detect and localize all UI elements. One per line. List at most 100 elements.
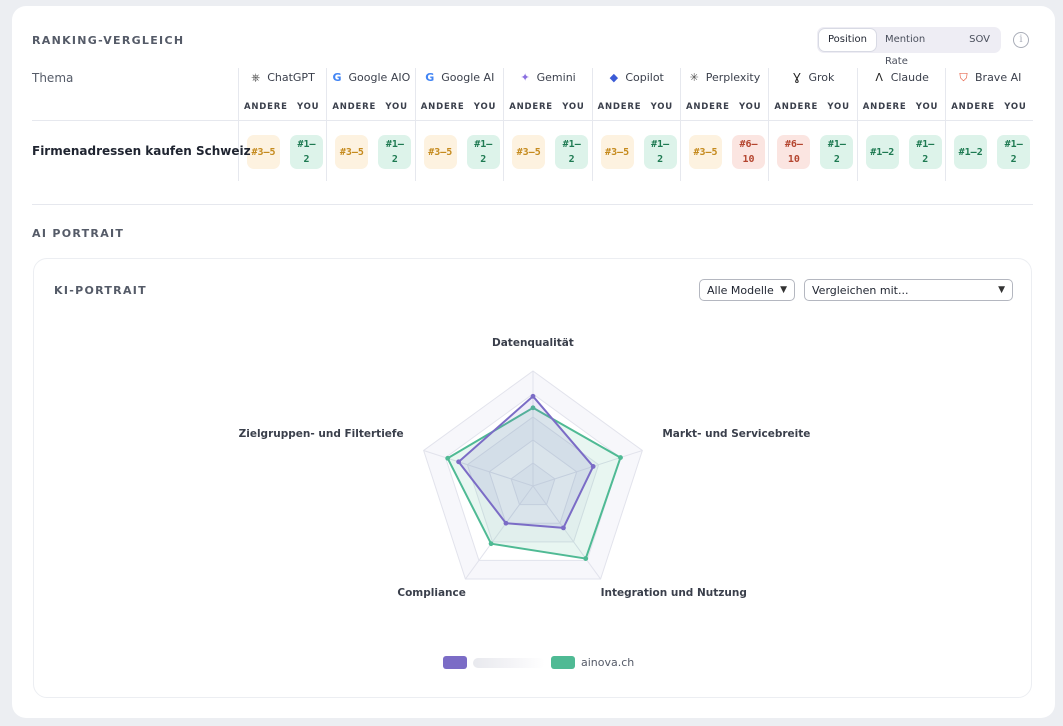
rank-badge-you: #1– 2: [908, 135, 942, 169]
radar-axis-label: Integration und Nutzung: [600, 587, 747, 600]
subheader-other: ANDERE: [244, 102, 288, 112]
subheader-other: ANDERE: [420, 102, 465, 112]
header-divider: [32, 120, 1033, 121]
rank-badge-you: #1– 2: [643, 135, 677, 169]
model-header-perplexity: ✳ Perplexity: [680, 71, 768, 84]
google-icon: G: [332, 71, 342, 84]
ranking-card: RANKING-VERGLEICH Position Mention Rate …: [12, 6, 1055, 718]
subheader-you: YOU: [473, 102, 497, 112]
segment-sov[interactable]: SOV: [969, 34, 990, 45]
radar-point-series-2: [488, 541, 494, 547]
model-header-google-aio: G Google AIO: [326, 71, 414, 84]
ki-portrait-title: KI-PORTRAIT: [54, 284, 147, 297]
model-header-gemini: ✦ Gemini: [503, 71, 591, 84]
subheader-you: YOU: [915, 102, 939, 112]
model-name: Gemini: [536, 71, 576, 84]
model-select-value: Alle Modelle: [707, 283, 774, 297]
rank-badge-you: #1– 2: [997, 135, 1031, 169]
radar-spoke: [423, 449, 534, 487]
google-icon: G: [425, 71, 435, 84]
radar-point-series-2: [618, 455, 623, 460]
model-name: Perplexity: [705, 71, 761, 84]
radar-series-1: [457, 395, 595, 529]
chevron-down-icon: ▼: [998, 285, 1005, 295]
subheader-other: ANDERE: [332, 102, 377, 112]
rank-badge-you: #1– 2: [820, 135, 854, 169]
column-separator: [503, 68, 505, 181]
copilot-icon: ◆: [609, 71, 619, 84]
model-name: Copilot: [625, 71, 664, 84]
rank-badge-other: #6– 10: [777, 135, 811, 169]
model-header-grok: Ɣ Grok: [768, 71, 856, 84]
segment-position[interactable]: Position: [819, 29, 876, 51]
model-name: Google AIO: [348, 71, 411, 84]
model-name: Grok: [808, 71, 835, 84]
radar-chart: [423, 370, 643, 580]
column-separator: [326, 68, 328, 181]
radar-axis-label: Markt- und Servicebreite: [662, 428, 811, 441]
rank-badge-you: #1– 2: [290, 135, 323, 169]
radar-point-series-1: [503, 520, 509, 526]
topic-column-header: Thema: [32, 71, 74, 85]
gemini-sparkle-icon: ✦: [520, 71, 530, 84]
radar-point-series-1: [456, 459, 462, 465]
rank-badge-other: #3–5: [600, 135, 634, 169]
radar-point-series-2: [530, 405, 536, 411]
column-separator: [680, 68, 681, 181]
model-name: ChatGPT: [267, 71, 315, 84]
grok-icon: Ɣ: [793, 71, 801, 84]
brave-lion-icon: ⛉: [959, 71, 968, 84]
model-header-brave-ai: ⛉ Brave AI: [945, 71, 1033, 84]
perplexity-icon: ✳: [689, 71, 699, 84]
column-separator: [414, 68, 416, 181]
subheader-other: ANDERE: [774, 102, 819, 112]
compare-select[interactable]: Vergleichen mit... ▼: [804, 279, 1013, 301]
legend-swatch-series-1: [443, 656, 467, 669]
radar-spoke: [465, 485, 534, 580]
radar-point-series-2: [445, 455, 451, 461]
rank-badge-you: #6– 10: [732, 135, 765, 169]
rank-badge-other: #3–5: [423, 135, 457, 169]
column-separator: [768, 68, 770, 181]
radar-axis-label: Compliance: [397, 587, 466, 600]
radar-point-series-1: [590, 464, 596, 469]
radar-series-2: [446, 406, 622, 560]
column-separator: [856, 68, 858, 181]
subheader-you: YOU: [650, 102, 673, 112]
subheader-other: ANDERE: [509, 102, 553, 112]
radar-spoke: [532, 485, 601, 580]
chart-legend: ainova.ch: [443, 656, 634, 669]
column-separator: [238, 68, 239, 181]
model-header-claude: Λ Claude: [857, 71, 945, 84]
claude-icon: Λ: [875, 71, 883, 84]
rank-badge-other: #3–5: [512, 135, 546, 169]
segment-mention-rate[interactable]: Mention Rate: [884, 34, 926, 67]
rank-badge-other: #3–5: [335, 135, 369, 169]
radar-point-series-2: [583, 556, 589, 561]
legend-swatch-series-2: [551, 656, 575, 669]
model-name: Google AI: [441, 71, 495, 84]
radar-axis-label: Zielgruppen- und Filtertiefe: [238, 428, 404, 441]
ranking-title: RANKING-VERGLEICH: [32, 34, 185, 47]
subheader-you: YOU: [739, 102, 762, 112]
radar-spoke: [532, 449, 643, 487]
subheader-other: ANDERE: [951, 102, 995, 112]
ai-portrait-title: AI PORTRAIT: [32, 227, 125, 240]
legend-label-blurred: [473, 657, 545, 668]
model-header-copilot: ◆ Copilot: [592, 71, 680, 84]
rank-badge-other: #3–5: [247, 135, 280, 169]
info-icon[interactable]: i: [1013, 32, 1029, 48]
section-divider: [32, 204, 1033, 205]
legend-label-series-2: ainova.ch: [581, 656, 635, 669]
subheader-other: ANDERE: [862, 102, 907, 112]
column-separator: [591, 68, 593, 181]
chevron-down-icon: ▼: [780, 285, 787, 295]
ki-portrait-card: KI-PORTRAIT Alle Modelle ▼ Vergleichen m…: [33, 258, 1032, 698]
rank-badge-other: #3–5: [689, 135, 722, 169]
subheader-you: YOU: [562, 102, 585, 112]
subheader-other: ANDERE: [686, 102, 730, 112]
model-select[interactable]: Alle Modelle ▼: [699, 279, 795, 301]
model-name: Brave AI: [975, 71, 1022, 84]
rank-badge-other: #1–2: [954, 135, 988, 169]
model-header-chatgpt: ⎈ ChatGPT: [238, 71, 326, 84]
